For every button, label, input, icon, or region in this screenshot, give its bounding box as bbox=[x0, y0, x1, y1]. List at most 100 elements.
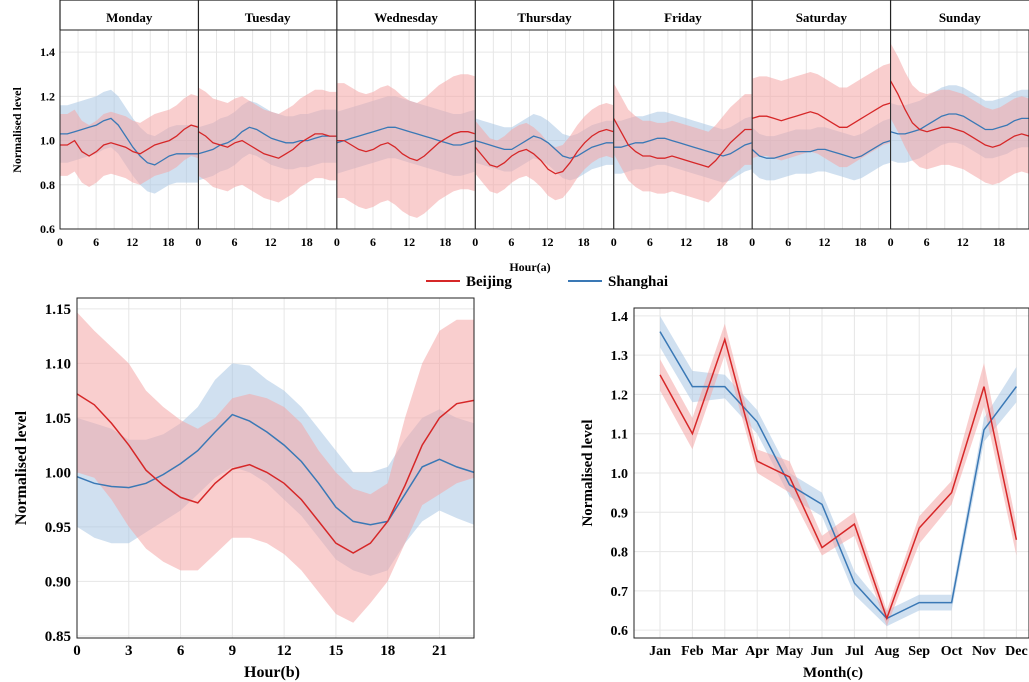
plot-frame bbox=[76, 297, 475, 639]
band-beijing bbox=[198, 87, 337, 203]
panel-a-wednesday: Wednesday 0 6 12 18 bbox=[334, 0, 476, 249]
y-tick-label: 1.00 bbox=[45, 465, 71, 481]
panel-a-tuesday: Tuesday 0 6 12 18 bbox=[195, 0, 338, 249]
x-tick-label: 18 bbox=[301, 235, 313, 249]
x-tick-label: 12 bbox=[818, 235, 830, 249]
band-beijing bbox=[752, 63, 891, 168]
x-tick-label: 12 bbox=[957, 235, 969, 249]
series-line-shanghai bbox=[336, 126, 476, 146]
series-line-shanghai bbox=[76, 413, 475, 526]
panel-a-sunday: Sunday 0 6 12 18 bbox=[888, 0, 1029, 249]
y-tick-label: 1.3 bbox=[611, 349, 629, 364]
x-tick-label: 12 bbox=[403, 235, 415, 249]
y-tick-label: 0.6 bbox=[611, 624, 629, 639]
y-tick-label: 1.0 bbox=[611, 467, 629, 482]
series-line-shanghai bbox=[475, 135, 614, 159]
series-line-shanghai bbox=[198, 126, 337, 155]
y-tick-label: 0.8 bbox=[40, 178, 55, 192]
x-tick-label: 0 bbox=[334, 235, 340, 249]
x-tick-label: 6 bbox=[785, 235, 791, 249]
series-line-shanghai bbox=[751, 139, 891, 159]
y-axis-label: Normalised level bbox=[580, 419, 596, 526]
x-tick-label: 18 bbox=[716, 235, 728, 249]
panel-a-monday: Monday 0 6 12 18 bbox=[57, 0, 199, 249]
x-tick-label: Nov bbox=[972, 644, 996, 659]
band-beijing bbox=[660, 323, 1017, 627]
series-line-shanghai bbox=[60, 117, 199, 166]
x-tick-label: 18 bbox=[162, 235, 174, 249]
x-tick-label: Jan bbox=[649, 644, 671, 659]
panel-title-wednesday: Wednesday bbox=[374, 10, 438, 25]
x-tick-label: 12 bbox=[265, 235, 277, 249]
chart-c-monthly-profile: Jan Feb Mar Apr May Jun Jul Aug Sep Oct Nov Dec 0.6 0… bbox=[580, 307, 1029, 681]
band-beijing bbox=[475, 103, 614, 201]
x-tick-label: 18 bbox=[993, 235, 1005, 249]
series-line-beijing bbox=[613, 118, 753, 168]
panel-title-friday: Friday bbox=[664, 10, 702, 25]
x-tick-label: Mar bbox=[712, 644, 738, 659]
series-line-beijing bbox=[751, 102, 891, 128]
y-tick-label: 1.1 bbox=[611, 428, 629, 443]
y-tick-label: 0.7 bbox=[611, 585, 629, 600]
series-line-beijing bbox=[198, 131, 337, 159]
x-tick-label: 18 bbox=[439, 235, 451, 249]
x-tick-label: 9 bbox=[229, 643, 237, 659]
legend-label-shanghai: Shanghai bbox=[608, 274, 668, 290]
band-beijing bbox=[336, 74, 476, 218]
x-tick-label: Apr bbox=[745, 644, 769, 659]
x-tick-label: 6 bbox=[924, 235, 930, 249]
x-tick-label: May bbox=[776, 644, 803, 659]
chart-a-weekly-profiles: Monday 0 6 12 18 Tuesday 0 6 12 18 Wednesday 0 6 12 18… bbox=[10, 0, 1029, 274]
x-tick-label: 21 bbox=[432, 643, 447, 659]
band-beijing bbox=[77, 312, 474, 623]
x-tick-label: Dec bbox=[1005, 644, 1028, 659]
legend: Beijing Shanghai bbox=[426, 274, 668, 290]
legend-label-beijing: Beijing bbox=[466, 274, 512, 290]
x-axis-label: Hour(a) bbox=[509, 260, 550, 274]
band-beijing bbox=[613, 83, 753, 203]
x-tick-label: Oct bbox=[941, 644, 963, 659]
x-tick-label: 12 bbox=[680, 235, 692, 249]
x-tick-label: 6 bbox=[647, 235, 653, 249]
chart-b-hourly-profile: 0 3 6 9 12 15 18 21 0.85 0.90 0.95 1.00 1.05 1.10 1.15… bbox=[13, 297, 475, 681]
panel-title-thursday: Thursday bbox=[517, 10, 572, 25]
plot-frame bbox=[633, 307, 1029, 639]
x-tick-label: Feb bbox=[681, 644, 704, 659]
x-tick-label: 6 bbox=[370, 235, 376, 249]
x-tick-label: 18 bbox=[380, 643, 395, 659]
y-tick-label: 1.2 bbox=[611, 388, 629, 403]
x-tick-label: 0 bbox=[749, 235, 755, 249]
x-tick-label: Jul bbox=[845, 644, 864, 659]
series-line-shanghai bbox=[613, 137, 753, 157]
y-tick-label: 0.6 bbox=[40, 222, 55, 236]
x-axis-label: Month(c) bbox=[803, 665, 863, 681]
x-tick-label: 18 bbox=[578, 235, 590, 249]
x-tick-label: 6 bbox=[508, 235, 514, 249]
x-tick-label: 12 bbox=[277, 643, 292, 659]
y-tick-label: 0.85 bbox=[45, 629, 71, 645]
y-tick-label: 0.8 bbox=[611, 546, 629, 561]
series-line-shanghai bbox=[659, 331, 1017, 620]
panel-a-thursday: Thursday 0 6 12 18 bbox=[472, 0, 615, 249]
series-line-beijing bbox=[474, 128, 614, 175]
panel-title-sunday: Sunday bbox=[939, 10, 981, 25]
x-tick-label: 3 bbox=[125, 643, 133, 659]
series-line-beijing bbox=[76, 393, 475, 554]
series-line-beijing bbox=[336, 131, 476, 162]
x-tick-label: 0 bbox=[73, 643, 81, 659]
panel-title-tuesday: Tuesday bbox=[245, 10, 291, 25]
x-tick-label: 18 bbox=[854, 235, 866, 249]
x-tick-label: 12 bbox=[542, 235, 554, 249]
y-axis-label: Normalised level bbox=[10, 87, 24, 173]
x-tick-label: Aug bbox=[874, 644, 899, 659]
y-tick-label: 1.2 bbox=[40, 89, 55, 103]
x-tick-label: 6 bbox=[232, 235, 238, 249]
band-beijing bbox=[890, 43, 1029, 185]
y-tick-label: 1.4 bbox=[40, 45, 55, 59]
x-tick-label: 6 bbox=[177, 643, 185, 659]
x-tick-label: 0 bbox=[57, 235, 63, 249]
x-tick-label: 15 bbox=[328, 643, 343, 659]
y-tick-label: 0.9 bbox=[611, 506, 629, 521]
y-tick-label: 1.15 bbox=[45, 302, 71, 318]
